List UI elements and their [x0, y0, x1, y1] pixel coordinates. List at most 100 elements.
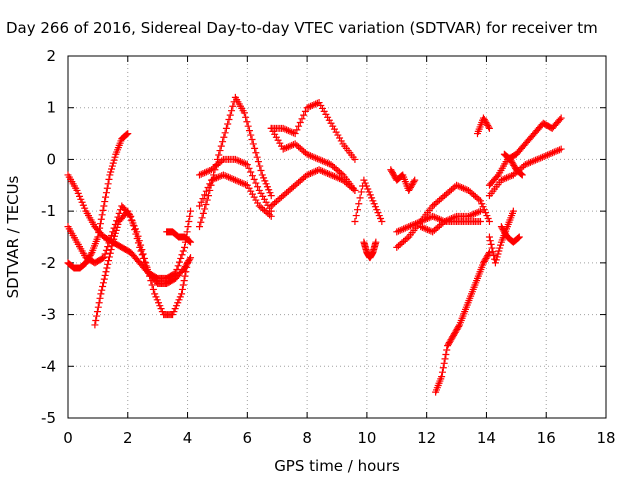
data-point	[237, 158, 245, 166]
data-point	[296, 177, 304, 185]
data-point	[556, 116, 564, 124]
data-point	[261, 177, 269, 185]
data-point	[213, 174, 221, 182]
data-point	[98, 211, 106, 219]
data-point	[259, 192, 267, 200]
data-point	[291, 130, 299, 138]
data-point	[101, 271, 109, 279]
data-point	[105, 257, 113, 265]
data-point	[327, 171, 335, 179]
data-point	[401, 236, 409, 244]
data-point	[254, 158, 262, 166]
data-point	[439, 193, 447, 201]
data-point	[342, 179, 350, 187]
data-point	[434, 223, 442, 231]
data-point	[360, 176, 368, 184]
data-point	[437, 220, 445, 228]
series-arc-t	[485, 114, 565, 189]
data-point	[346, 182, 354, 190]
data-point	[432, 199, 440, 207]
data-point	[418, 223, 426, 231]
data-point	[219, 171, 227, 179]
data-point	[461, 185, 469, 193]
data-point	[318, 104, 326, 112]
data-point	[324, 113, 332, 121]
data-point	[480, 116, 488, 124]
data-point	[230, 175, 238, 183]
data-point	[406, 222, 414, 230]
data-point	[104, 243, 112, 251]
data-point	[318, 167, 326, 175]
data-point	[307, 152, 315, 160]
data-point	[281, 190, 289, 198]
y-tick-label: -1	[41, 202, 56, 220]
data-point	[544, 151, 552, 159]
data-point	[377, 215, 385, 223]
data-point	[180, 277, 188, 285]
x-tick-label: 6	[243, 429, 253, 447]
data-point	[256, 162, 264, 170]
data-point	[288, 128, 296, 136]
data-point	[202, 200, 210, 208]
data-point	[233, 156, 241, 164]
data-point	[100, 275, 108, 283]
data-point	[148, 281, 156, 289]
data-point	[418, 217, 426, 225]
data-point	[517, 170, 525, 178]
data-point	[456, 183, 464, 191]
data-point	[429, 228, 437, 236]
data-point	[262, 198, 270, 206]
data-point	[140, 254, 148, 262]
data-point	[146, 272, 154, 280]
data-point	[237, 178, 245, 186]
data-point	[390, 172, 398, 180]
data-point	[393, 228, 401, 236]
data-point	[181, 243, 189, 251]
data-point	[222, 124, 230, 132]
data-point	[387, 166, 395, 174]
data-point	[185, 217, 193, 225]
data-point	[276, 139, 284, 147]
data-point	[407, 182, 415, 190]
data-point	[348, 184, 356, 192]
data-point	[252, 196, 260, 204]
y-axis-label: SDTVAR / TECUs	[4, 175, 22, 298]
data-point	[87, 250, 95, 258]
data-point	[216, 158, 224, 166]
data-point	[111, 232, 119, 240]
series-arc-h	[196, 155, 275, 215]
data-point	[427, 227, 435, 235]
data-point	[298, 175, 306, 183]
data-point	[317, 167, 325, 175]
data-point	[109, 159, 117, 167]
data-point	[225, 173, 233, 181]
data-point	[97, 290, 105, 298]
data-point	[468, 189, 476, 197]
data-point	[288, 184, 296, 192]
data-point	[231, 176, 239, 184]
data-point	[267, 192, 275, 200]
data-point	[248, 190, 256, 198]
data-point	[96, 294, 104, 302]
data-point	[169, 311, 177, 319]
data-point	[483, 212, 491, 220]
data-point	[226, 111, 234, 119]
data-point	[196, 171, 204, 179]
data-point	[258, 171, 266, 179]
data-point	[470, 210, 478, 218]
data-point	[272, 133, 280, 141]
data-point	[484, 215, 492, 223]
data-point	[242, 160, 250, 168]
data-point	[388, 167, 396, 175]
data-point	[312, 167, 320, 175]
data-point	[535, 155, 543, 163]
data-point	[509, 171, 517, 179]
data-point	[538, 153, 546, 161]
data-point	[398, 172, 406, 180]
data-point	[332, 165, 340, 173]
data-point	[514, 234, 522, 242]
data-point	[77, 195, 85, 203]
data-point	[540, 152, 548, 160]
data-point	[320, 158, 328, 166]
data-point	[432, 214, 440, 222]
